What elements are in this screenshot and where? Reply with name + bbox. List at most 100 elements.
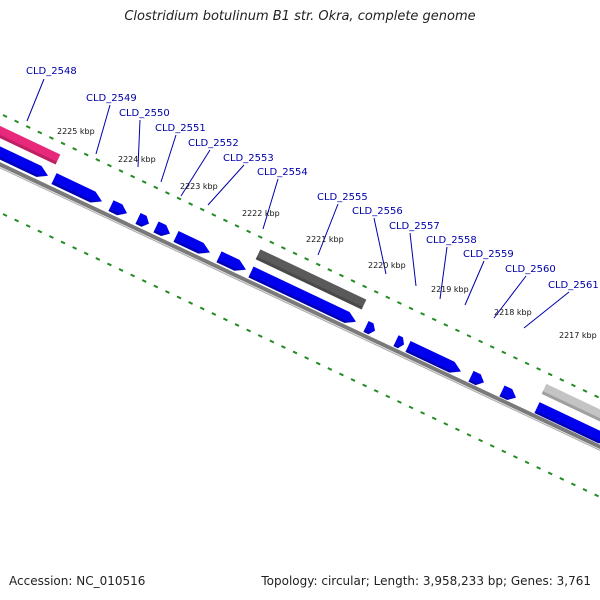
tick-dot [431,317,437,322]
tick-label: 2221 kbp [306,235,344,244]
gene-label: CLD_2560 [505,264,556,275]
gene-label-leader [207,164,245,206]
gene-label: CLD_2554 [257,167,308,178]
tick-dot [164,290,170,294]
gene-arrow [393,335,405,349]
tick-dot [280,345,286,349]
tick-dot [83,251,89,256]
tick-dot [48,235,54,239]
gene-features [0,144,600,444]
tick-dot [199,207,205,212]
tick-label: 2219 kbp [431,285,469,294]
tick-dot [211,312,217,316]
tick-dot [327,367,333,371]
gene-label-leaders [26,78,570,329]
position-tick-labels: 2225 kbp 2224 kbp 2223 kbp 2222 kbp 2221 kbp… [57,127,597,340]
highlight-features [0,124,600,426]
tick-dot [431,416,437,421]
tick-dot [408,306,414,311]
gene-label-leader [464,260,485,306]
gene-label-leader [373,217,387,275]
tick-dot [466,334,472,338]
tick-dot [211,213,217,217]
tick-dot [338,273,344,278]
outer-tick-track [2,114,600,399]
tick-label: 2222 kbp [242,209,280,218]
gene-label: CLD_2556 [352,206,403,217]
tick-dot [478,339,484,344]
highlight-light-feature [541,383,600,426]
tick-dot [37,229,43,234]
tick-dot [106,262,112,267]
tick-dot [199,306,205,311]
tick-dot [60,141,66,146]
tick-dot [362,284,368,289]
tick-dot [373,290,379,294]
tick-dot [570,383,576,388]
tick-dot [141,180,147,184]
gene-label: CLD_2549 [86,93,137,104]
tick-dot [478,438,484,443]
gene-arrow [534,402,600,444]
gene-arrow [153,221,171,237]
gene-label: CLD_2561 [548,280,599,291]
gene-label-leader [523,291,570,329]
tick-dot [338,372,344,377]
tick-dot [501,350,507,355]
tick-dot [37,130,43,135]
tick-dot [292,251,298,256]
tick-dot [48,136,54,140]
gene-label-leader [95,104,111,155]
tick-dot [176,295,182,300]
tick-dot [176,196,182,201]
tick-dot [594,493,600,498]
gene-label: CLD_2557 [389,221,440,232]
gene-arrow [135,212,149,227]
tick-dot [304,257,310,261]
tick-dot [95,158,101,162]
gene-arrow [499,385,517,401]
gene-arrow [248,266,356,323]
gene-arrow [108,200,128,216]
tick-dot [25,224,31,228]
genome-backbone [0,162,600,451]
tick-dot [454,328,460,333]
tick-dot [408,405,414,410]
tick-dot [385,394,391,399]
tick-dot [396,301,402,305]
tick-dot [14,218,20,223]
tick-dot [547,471,553,476]
tick-dot [14,119,20,124]
tick-dot [315,361,321,366]
gene-label-leader [137,119,141,168]
tick-dot [420,312,426,316]
gene-label-leader [317,203,339,256]
highlight-dark-feature [255,249,367,310]
gene-label: CLD_2559 [463,249,514,260]
map-title: Clostridium botulinum B1 str. Okra, comp… [124,9,476,24]
tick-dot [524,460,530,465]
tick-dot [141,279,147,283]
tick-dot [83,152,89,157]
inner-tick-track [2,213,600,498]
tick-label: 2224 kbp [118,155,156,164]
tick-dot [106,163,112,168]
tick-dot [280,246,286,250]
tick-label: 2223 kbp [180,182,218,191]
tick-dot [292,350,298,355]
tick-dot [269,240,275,245]
gene-label-leader [409,232,417,287]
tick-dot [246,229,252,234]
tick-label: 2218 kbp [494,308,532,317]
tick-dot [188,301,194,305]
tick-dot [315,262,321,267]
tick-dot [582,488,588,492]
gene-arrow [173,231,211,254]
tick-dot [547,372,553,377]
gene-label: CLD_2551 [155,123,206,134]
tick-dot [222,317,228,322]
tick-dot [95,257,101,261]
tick-dot [385,295,391,300]
genome-summary-text: Topology: circular; Length: 3,958,233 bp… [261,574,591,588]
